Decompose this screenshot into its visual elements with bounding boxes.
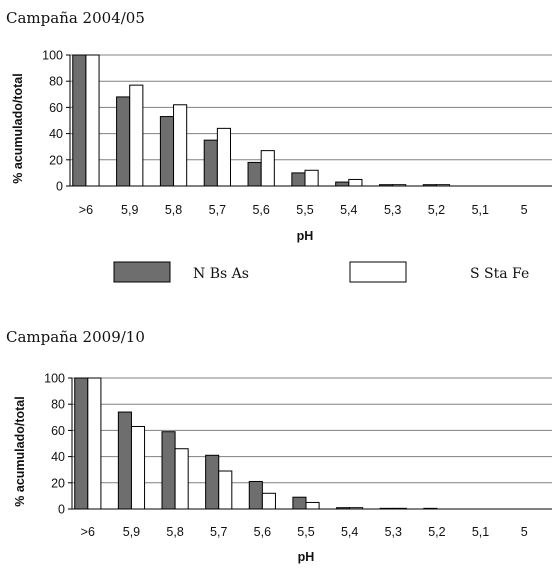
x-tick-label: 5,7	[209, 203, 226, 217]
y-tick-label: 80	[49, 75, 63, 89]
y-tick-label: 80	[51, 398, 65, 412]
bar-n-bs-as	[203, 139, 218, 187]
x-tick-label: 5,9	[121, 203, 138, 217]
bar-chart-2009: 0 20 40 60 80 100 >6 5,9 5,8 5,7 5,6 5,5 5,4 5,3 5,2 5,…	[13, 372, 552, 564]
bar-n-bs-as	[159, 116, 175, 187]
bar-chart-2004: 0 20 40 60 80 100 >6 5,9 5,8 5,7 5,6 5,5 5,4 5,3 5,2 5,…	[11, 49, 552, 243]
x-tick-label: 5,5	[297, 525, 314, 539]
bar-s-sta-fe	[261, 492, 276, 510]
x-tick-label: 5,6	[252, 203, 269, 217]
x-tick-label: 5,3	[384, 203, 401, 217]
y-tick-label: 0	[58, 503, 65, 517]
legend: N Bs As S Sta Fe	[113, 261, 529, 283]
y-tick-label: 100	[44, 372, 65, 386]
x-tick-label: 5	[521, 525, 528, 539]
chart-title: Campaña 2004/05	[6, 9, 145, 27]
bar-s-sta-fe	[173, 104, 188, 187]
bar-n-bs-as	[74, 377, 89, 510]
bar-s-sta-fe	[85, 54, 100, 187]
bar-n-bs-as	[116, 96, 131, 187]
x-tick-label: >6	[79, 203, 93, 217]
y-tick-label: 60	[49, 101, 63, 115]
x-tick-label: 5,6	[254, 525, 271, 539]
bar-s-sta-fe	[87, 377, 102, 510]
bar-n-bs-as	[248, 480, 263, 510]
x-tick-label: 5,4	[340, 203, 357, 217]
bar-n-bs-as	[247, 161, 262, 187]
bar-s-sta-fe	[304, 169, 319, 187]
x-axis-label: pH	[297, 229, 314, 243]
x-tick-label: 5,9	[123, 525, 140, 539]
chart-title: Campaña 2009/10	[6, 328, 145, 346]
y-tick-label: 40	[51, 450, 65, 464]
bar-n-bs-as	[161, 431, 176, 510]
legend-label-n-bs-as: N Bs As	[193, 266, 249, 282]
legend-swatch-s-sta-fe	[349, 261, 407, 283]
bar-s-sta-fe	[130, 425, 146, 510]
y-tick-label: 20	[51, 476, 65, 490]
bar-s-sta-fe	[129, 84, 144, 187]
bar-s-sta-fe	[305, 501, 320, 510]
legend-swatch-n-bs-as	[113, 261, 171, 283]
bar-s-sta-fe	[216, 127, 232, 187]
x-tick-label: 5,8	[166, 525, 183, 539]
bar-s-sta-fe	[218, 470, 233, 510]
x-tick-label: 5,2	[428, 203, 445, 217]
bar-n-bs-as	[72, 54, 87, 187]
y-tick-label: 20	[49, 153, 63, 167]
x-tick-label: 5,1	[472, 525, 489, 539]
bar-n-bs-as	[335, 181, 350, 187]
x-tick-label: 5	[521, 203, 528, 217]
bar-n-bs-as	[292, 496, 307, 510]
bar-s-sta-fe	[174, 448, 189, 510]
bar-s-sta-fe	[260, 150, 275, 187]
bar-s-sta-fe	[348, 178, 363, 187]
x-tick-label: >6	[81, 525, 95, 539]
x-tick-label: 5,1	[472, 203, 489, 217]
x-tick-label: 5,5	[296, 203, 313, 217]
x-tick-label: 5,3	[385, 525, 402, 539]
bar-n-bs-as	[205, 454, 220, 510]
x-tick-label: 5,2	[428, 525, 445, 539]
x-tick-label: 5,4	[341, 525, 358, 539]
legend-label-s-sta-fe: S Sta Fe	[470, 266, 529, 282]
y-axis-label: % acumulado/total	[11, 73, 25, 183]
bar-n-bs-as	[291, 172, 306, 187]
x-axis-label: pH	[298, 550, 315, 564]
x-tick-label: 5,8	[165, 203, 182, 217]
y-tick-label: 0	[56, 180, 63, 194]
y-tick-label: 60	[51, 424, 65, 438]
y-axis-label: % acumulado/total	[13, 396, 27, 506]
bar-n-bs-as	[117, 411, 132, 510]
y-tick-label: 40	[49, 127, 63, 141]
y-tick-label: 100	[42, 49, 63, 63]
x-tick-label: 5,7	[210, 525, 227, 539]
